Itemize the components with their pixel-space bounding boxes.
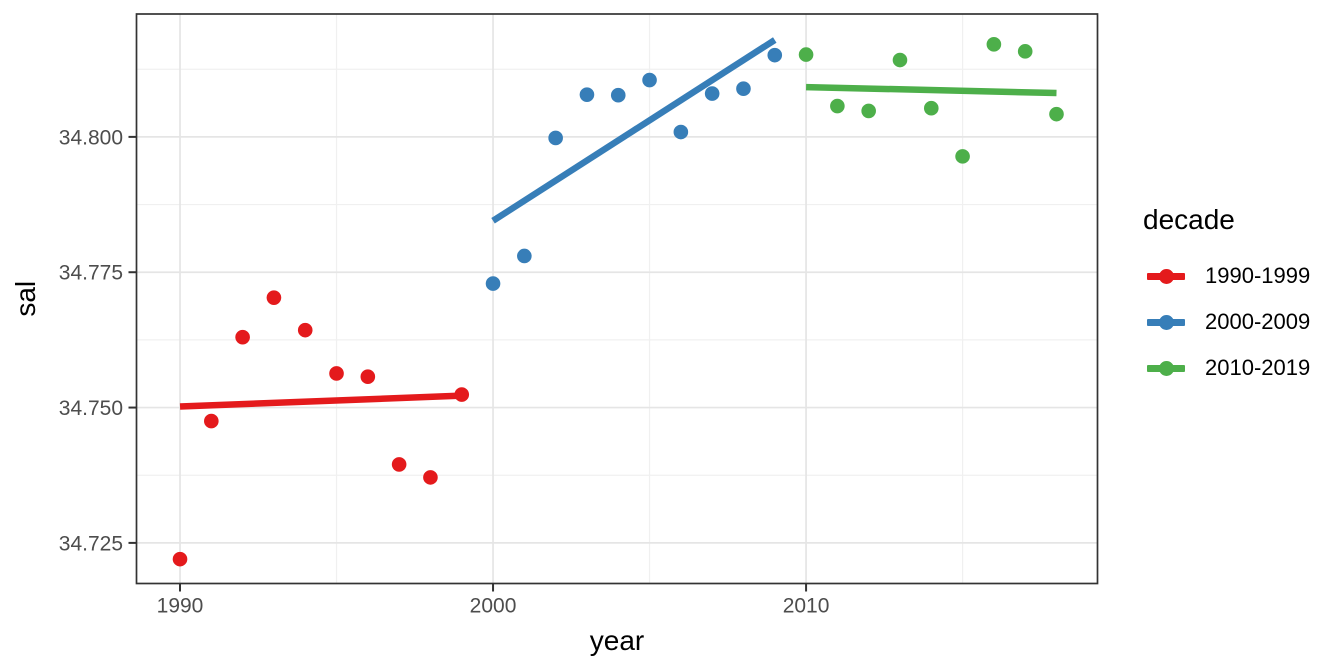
data-point bbox=[892, 52, 908, 68]
data-point bbox=[986, 37, 1002, 52]
y-axis-tick-label: 34.800 bbox=[59, 126, 123, 149]
legend-item: 2000-2009 bbox=[1143, 299, 1343, 345]
y-axis-tick-label: 34.725 bbox=[59, 532, 123, 555]
data-point bbox=[642, 72, 657, 88]
data-point bbox=[704, 86, 720, 101]
legend-key-line-dot-icon bbox=[1147, 261, 1185, 291]
legend-item: 2010-2019 bbox=[1143, 345, 1343, 391]
trend-line bbox=[179, 392, 462, 410]
data-point bbox=[579, 87, 595, 102]
data-point bbox=[673, 124, 689, 140]
data-point bbox=[548, 130, 563, 146]
y-axis-tick-label: 34.775 bbox=[59, 262, 123, 285]
legend-title: decade bbox=[1143, 204, 1235, 235]
legend-item: 1990-1999 bbox=[1143, 253, 1343, 299]
trend-line bbox=[491, 37, 777, 224]
x-axis-tick-label: 1990 bbox=[157, 595, 204, 618]
data-point bbox=[517, 248, 532, 264]
legend-item-label: 2010-2019 bbox=[1205, 355, 1311, 380]
data-point bbox=[391, 457, 407, 472]
legend-key-line-dot-icon bbox=[1147, 307, 1185, 337]
data-point bbox=[1017, 44, 1033, 59]
data-point bbox=[610, 87, 626, 103]
y-axis-tick-label: 34.750 bbox=[59, 397, 123, 420]
legend-item-label: 1990-1999 bbox=[1205, 263, 1311, 288]
data-point bbox=[235, 329, 250, 345]
data-point bbox=[266, 290, 282, 305]
y-axis-title: sal bbox=[10, 281, 41, 317]
data-point bbox=[297, 322, 313, 338]
data-point bbox=[329, 366, 344, 381]
data-point bbox=[485, 276, 501, 291]
legend: decade 1990-1999 2000-2009 2010-2019 bbox=[1143, 203, 1343, 391]
data-point bbox=[798, 47, 814, 62]
data-point bbox=[861, 103, 876, 119]
data-point bbox=[736, 81, 751, 97]
x-axis-title: year bbox=[590, 625, 644, 656]
data-point bbox=[360, 369, 376, 385]
data-point bbox=[423, 470, 438, 485]
data-point bbox=[923, 100, 939, 116]
legend-item-label: 2000-2009 bbox=[1205, 309, 1311, 334]
panel-border bbox=[135, 13, 1099, 585]
data-point bbox=[830, 98, 845, 114]
x-axis-tick-label: 2000 bbox=[470, 595, 517, 618]
data-point bbox=[955, 149, 970, 164]
x-axis-tick-label: 2010 bbox=[783, 595, 830, 618]
data-point bbox=[767, 47, 783, 63]
legend-key-line-dot-icon bbox=[1147, 353, 1185, 383]
data-point bbox=[1049, 106, 1064, 122]
trend-line bbox=[805, 83, 1057, 97]
data-point bbox=[172, 551, 188, 567]
data-point bbox=[204, 413, 219, 429]
